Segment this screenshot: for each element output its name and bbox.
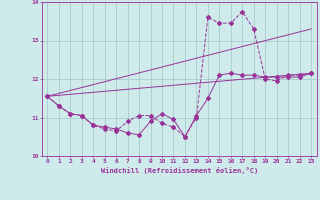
X-axis label: Windchill (Refroidissement éolien,°C): Windchill (Refroidissement éolien,°C)	[100, 167, 258, 174]
